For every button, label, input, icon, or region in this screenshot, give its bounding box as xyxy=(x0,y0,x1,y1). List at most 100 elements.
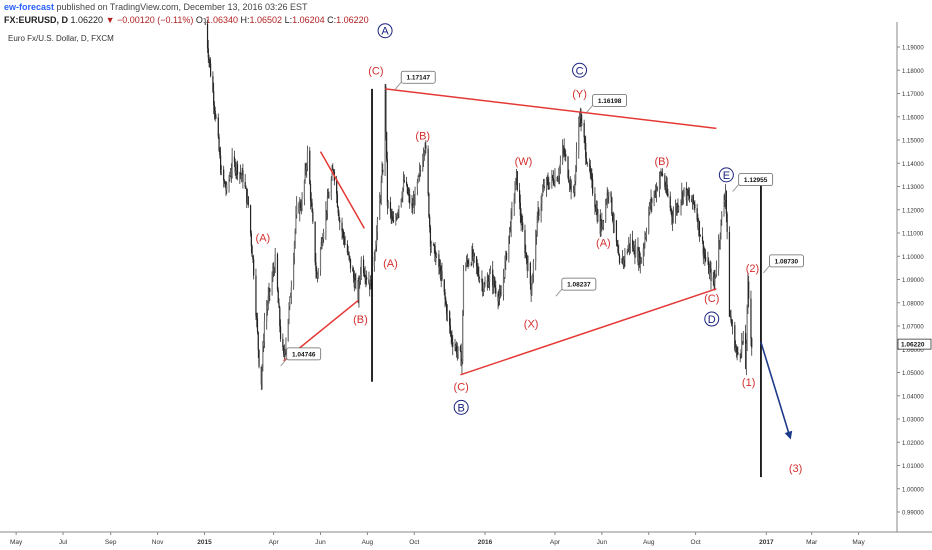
candle-body xyxy=(455,345,458,354)
y-tick-label: 1.01000 xyxy=(902,464,924,470)
candle-body xyxy=(556,177,558,181)
candle-body xyxy=(510,211,512,231)
candle-body xyxy=(257,331,259,350)
candle-body xyxy=(455,345,457,348)
x-tick-label: Apr xyxy=(550,539,561,546)
candle-body xyxy=(385,87,387,132)
candle-body xyxy=(688,194,691,199)
candle-body xyxy=(585,158,588,163)
candle-body xyxy=(649,203,651,207)
candle-body xyxy=(740,352,742,354)
candle-body xyxy=(617,246,619,253)
candle-body xyxy=(217,117,219,137)
candle-body xyxy=(484,285,486,287)
candle-body xyxy=(261,367,263,385)
candle-body xyxy=(449,311,451,326)
candle-body xyxy=(482,290,485,292)
ohlc-line: FX:EURUSD, D 1.06220 ▼ −0.00120 (−0.11%)… xyxy=(4,15,369,25)
candle-body xyxy=(520,215,522,225)
candle-body xyxy=(220,169,222,173)
candle-body xyxy=(483,286,485,291)
candle-body xyxy=(266,305,269,309)
candle-body xyxy=(718,241,720,269)
candle-body xyxy=(309,183,312,201)
candle-body xyxy=(294,230,296,243)
candle-body xyxy=(730,315,732,321)
candle-body xyxy=(362,259,365,273)
candle-body xyxy=(473,253,475,257)
candle-body xyxy=(349,258,352,269)
candle-body xyxy=(314,221,316,263)
candle-body xyxy=(622,257,624,265)
candle-body xyxy=(255,275,257,316)
candle-body xyxy=(219,150,221,156)
candle-body xyxy=(454,346,456,348)
candle-body xyxy=(499,292,501,297)
candle-body xyxy=(435,256,437,262)
candle-body xyxy=(567,156,569,178)
wave-label-red: (A) xyxy=(383,258,398,270)
candle-body xyxy=(585,143,587,159)
candle-body xyxy=(451,336,453,343)
candle-body xyxy=(628,243,631,248)
candle-body xyxy=(524,230,526,254)
candle-body xyxy=(332,169,334,171)
candle-body xyxy=(424,145,426,152)
candle-body xyxy=(715,273,717,278)
wave-label-red: (B) xyxy=(654,156,669,168)
x-tick-label: 2016 xyxy=(478,539,493,546)
candle-body xyxy=(596,208,598,221)
candle-body xyxy=(734,325,736,350)
y-tick-label: 1.19000 xyxy=(902,46,924,52)
candle-body xyxy=(527,262,529,271)
candle-body xyxy=(268,288,270,296)
candle-body xyxy=(638,250,640,263)
candle-body xyxy=(734,347,737,350)
candle-body xyxy=(505,252,508,260)
candle-body xyxy=(680,200,682,207)
candle-body xyxy=(207,48,209,58)
callout-box xyxy=(738,173,774,186)
red-trendline xyxy=(384,88,717,130)
candle-body xyxy=(236,163,238,171)
candle-body xyxy=(575,151,578,167)
candle-body xyxy=(661,173,664,176)
candle-body xyxy=(278,303,280,308)
candle-body xyxy=(456,351,458,354)
candle-body xyxy=(319,248,322,271)
candle-body xyxy=(522,222,524,231)
candle-body xyxy=(368,279,370,284)
candle-body xyxy=(597,214,599,221)
candle-body xyxy=(322,238,324,245)
candle-body xyxy=(360,259,362,275)
candle-body xyxy=(710,268,712,281)
candle-body xyxy=(328,197,330,199)
author-name[interactable]: ew-forecast xyxy=(4,2,55,12)
candle-body xyxy=(406,181,408,185)
candle-body xyxy=(499,292,501,297)
candle-body xyxy=(344,243,346,245)
candle-body xyxy=(357,280,359,300)
wave-circle xyxy=(718,167,734,183)
candle-body xyxy=(696,208,698,220)
candle-body xyxy=(245,186,247,189)
candle-body xyxy=(708,261,710,274)
candle-body xyxy=(723,201,725,215)
candle-body xyxy=(509,227,511,236)
candle-body xyxy=(330,179,332,198)
candle-body xyxy=(212,75,214,92)
candle-body xyxy=(508,235,510,260)
candle-body xyxy=(669,196,671,209)
wave-circle xyxy=(377,23,393,39)
candle-body xyxy=(672,215,674,223)
candle-body xyxy=(640,257,642,264)
wave-label-red: (A) xyxy=(596,237,611,249)
candle-body xyxy=(570,180,572,192)
candle-body xyxy=(407,193,409,194)
candle-body xyxy=(390,211,392,217)
candle-body xyxy=(475,256,478,267)
candle-body xyxy=(218,136,220,151)
candle-body xyxy=(611,197,613,215)
candle-body xyxy=(229,175,231,180)
